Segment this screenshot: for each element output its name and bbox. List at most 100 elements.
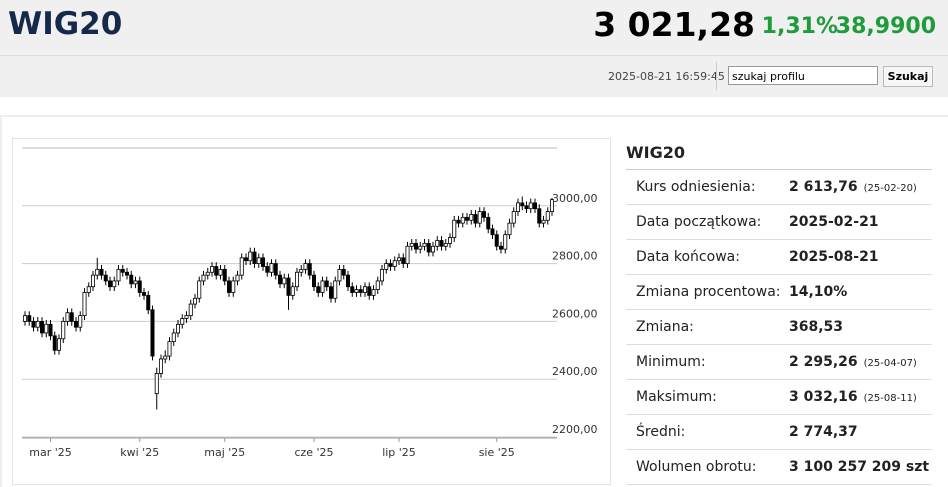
candle-body bbox=[141, 292, 146, 296]
change-pct: 1,31% bbox=[761, 14, 838, 39]
candle-body bbox=[163, 355, 168, 360]
candle-body bbox=[439, 240, 444, 247]
stat-label: Data początkowa: bbox=[636, 214, 762, 230]
candle-body bbox=[248, 251, 253, 262]
stats-row: Data początkowa: 2025-02-21 bbox=[626, 205, 932, 240]
candle-body bbox=[516, 202, 521, 212]
stat-date: (25-02-20) bbox=[863, 183, 917, 194]
candle-body bbox=[384, 263, 389, 270]
y-tick-label: 3000,00 bbox=[552, 192, 598, 205]
candle-body bbox=[146, 294, 151, 311]
candle-body bbox=[405, 245, 410, 264]
candle-body bbox=[324, 280, 329, 288]
stats-row: Wolumen obrotu: 3 100 257 209 szt bbox=[626, 450, 932, 485]
candle-body bbox=[103, 274, 108, 282]
candle-body bbox=[426, 242, 431, 253]
candle-body bbox=[273, 263, 278, 276]
candle-body bbox=[74, 320, 79, 328]
stat-value: 2 613,76 bbox=[789, 179, 858, 195]
candle-body bbox=[286, 277, 291, 296]
candle-body bbox=[22, 315, 27, 322]
candle-body bbox=[409, 242, 414, 247]
x-tick-label: kwi '25 bbox=[120, 446, 159, 459]
candle-body bbox=[422, 242, 427, 247]
candle-body bbox=[201, 274, 206, 282]
separator bbox=[0, 55, 948, 56]
candle-body bbox=[401, 257, 406, 265]
candle-body bbox=[48, 323, 53, 337]
candle-body bbox=[320, 280, 325, 293]
candle-body bbox=[158, 358, 163, 374]
candle-body bbox=[231, 280, 236, 293]
stats-table: Kurs odniesienia: 2 613,76 (25-02-20) Data … bbox=[626, 169, 932, 485]
candle-body bbox=[91, 274, 96, 288]
candle-body bbox=[277, 274, 282, 285]
candle-body bbox=[430, 245, 435, 253]
candle-body bbox=[61, 320, 66, 340]
stat-value: 2025-02-21 bbox=[789, 214, 879, 230]
candle-body bbox=[65, 312, 70, 322]
candle-body bbox=[303, 263, 308, 270]
candle-body bbox=[541, 219, 546, 224]
x-tick-label: maj '25 bbox=[204, 446, 245, 459]
candle-body bbox=[460, 216, 465, 224]
candle-body bbox=[188, 303, 193, 317]
candle-body bbox=[350, 286, 355, 293]
stat-cell: 2 295,26 (25-04-07) bbox=[789, 345, 917, 381]
candle-body bbox=[167, 341, 172, 357]
change: 38,9900 bbox=[835, 14, 936, 39]
candle-body bbox=[473, 214, 478, 224]
search-button[interactable]: Szukaj bbox=[883, 66, 933, 87]
stats-row: Zmiana procentowa: 14,10% bbox=[626, 275, 932, 310]
candle-body bbox=[367, 286, 372, 296]
candle-body bbox=[396, 257, 401, 262]
candle-body bbox=[180, 318, 185, 325]
candle-body bbox=[192, 297, 197, 305]
candle-body bbox=[205, 271, 210, 276]
candle-body bbox=[239, 257, 244, 276]
candle-body bbox=[78, 315, 83, 328]
candle-body bbox=[260, 257, 265, 267]
candle-body bbox=[316, 286, 321, 293]
candle-body bbox=[129, 274, 134, 285]
candle-body bbox=[511, 211, 516, 224]
stats-row: Maksimum: 3 032,16 (25-08-11) bbox=[626, 380, 932, 415]
candle-body bbox=[477, 211, 482, 224]
search-input[interactable]: szukaj profilu bbox=[728, 66, 878, 85]
stat-label: Data końcowa: bbox=[636, 249, 740, 265]
stat-label: Wolumen obrotu: bbox=[636, 459, 757, 475]
stat-value: 14,10% bbox=[789, 284, 848, 300]
candle-body bbox=[116, 268, 121, 282]
stats-title: WIG20 bbox=[626, 143, 685, 162]
candle-body bbox=[52, 335, 57, 351]
stat-date: (25-08-11) bbox=[863, 393, 917, 404]
candle-body bbox=[252, 251, 257, 264]
candle-body bbox=[481, 211, 486, 218]
candle-body bbox=[31, 320, 36, 328]
candle-body bbox=[243, 257, 248, 262]
candle-body bbox=[99, 268, 104, 276]
candle-body bbox=[133, 280, 138, 285]
candle-body bbox=[520, 202, 525, 207]
stat-label: Zmiana procentowa: bbox=[636, 284, 781, 300]
candle-body bbox=[358, 289, 363, 293]
stat-value: 368,53 bbox=[789, 319, 844, 335]
candle-body bbox=[95, 268, 100, 276]
candle-body bbox=[354, 289, 359, 293]
candle-body bbox=[150, 309, 155, 357]
candle-body bbox=[82, 292, 87, 317]
title: WIG20 bbox=[8, 6, 123, 42]
x-tick-label: sie '25 bbox=[479, 446, 515, 459]
candle-body bbox=[464, 216, 469, 221]
candle-body bbox=[125, 271, 130, 276]
candle-body bbox=[486, 216, 491, 230]
y-tick-label: 2600,00 bbox=[552, 307, 598, 320]
y-tick-label: 2200,00 bbox=[552, 423, 598, 436]
candle-body bbox=[290, 286, 295, 296]
chart: 2200,00 2400,00 2600,00 2800,00 3000,00 mar '… bbox=[22, 147, 598, 459]
candle-body bbox=[307, 263, 312, 276]
candle-body bbox=[537, 208, 542, 224]
candle-body bbox=[418, 245, 423, 250]
candle-body bbox=[222, 268, 227, 282]
